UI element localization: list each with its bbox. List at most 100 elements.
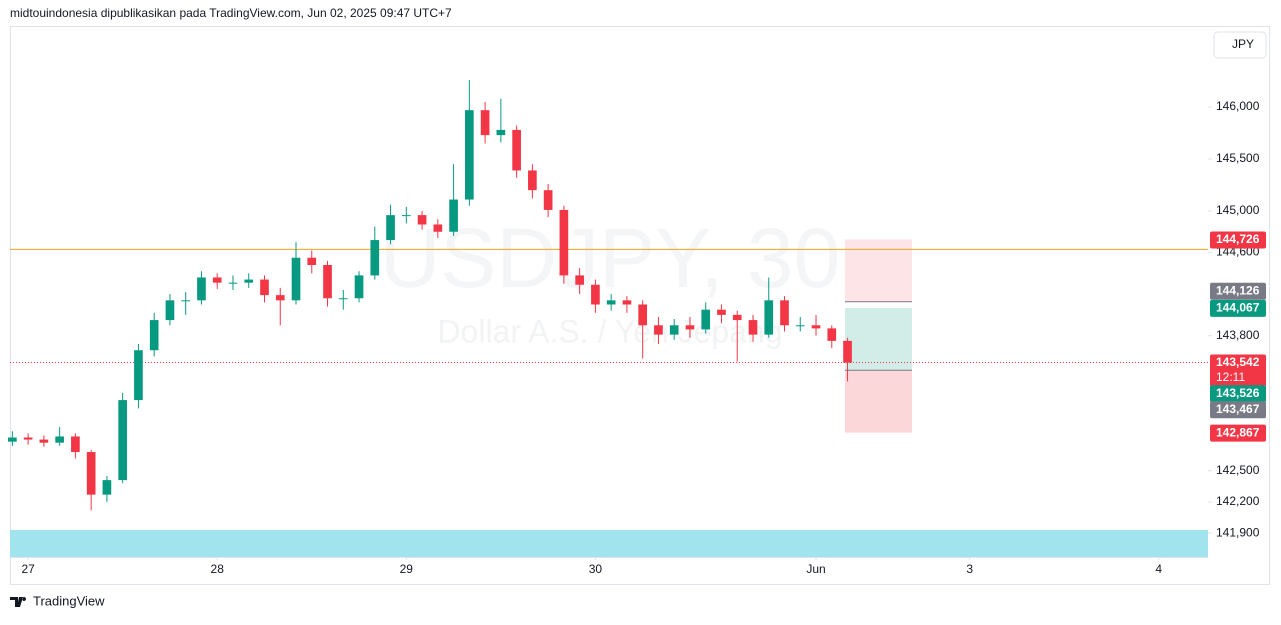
brand-name: TradingView [33,593,105,608]
candle-body [638,304,648,326]
price-tag [1210,401,1266,419]
candle-body [843,340,852,363]
candle-body [748,320,758,335]
price-tag [1210,282,1266,300]
candle-body [591,284,600,305]
y-tick-label: 142,200 [1216,494,1260,508]
candle-body [386,215,395,241]
x-tick-label: 28 [211,562,225,576]
candle-body [764,300,774,335]
candle-body [496,129,506,136]
candle-body [401,215,411,217]
candle-body [354,275,364,299]
candle-body [244,279,254,283]
header: midtouindonesia dipublikasikan pada Trad… [10,6,452,20]
candle-body [543,190,553,210]
price-tag-label: 142,867 [1216,425,1260,439]
candle-body [197,277,206,301]
price-tag-label: 143,467 [1216,402,1260,416]
watermark-title: USDJPY, 30 [380,211,841,305]
position-zone [845,239,912,302]
candle-body [528,170,537,191]
candle-body [433,224,443,232]
price-tag-label: 144,126 [1216,283,1260,297]
countdown-tag [1210,370,1266,386]
candle-body [86,452,96,495]
price-axis: 146,000145,500145,000144,600143,800142,5… [1208,99,1266,539]
candle-body [71,436,80,453]
candle-body [8,437,17,442]
y-tick-label: 145,500 [1216,151,1260,165]
chart-frame [10,26,1270,585]
candle-body [181,300,191,302]
candle-body [701,309,711,330]
candle-body [370,240,380,276]
price-tag [1210,385,1266,403]
candle-body [606,300,616,305]
candle-body [291,257,301,301]
candle-body [134,350,143,401]
y-tick-label: 141,900 [1216,525,1260,539]
y-tick-label: 146,000 [1216,99,1260,113]
y-tick-label: 142,500 [1216,463,1260,477]
candle-body [827,328,837,341]
y-tick-label: 143,800 [1216,328,1260,342]
price-tag [1210,299,1266,317]
candle-body [417,215,427,225]
candle-body [669,325,679,335]
brand-icon [10,597,27,607]
x-tick-label: 3 [966,562,973,576]
candle-body [55,436,64,443]
candle-body [212,277,222,283]
price-tag-label: 143,542 [1216,355,1260,369]
x-tick-label: 27 [21,562,35,576]
currency-button[interactable] [1213,31,1267,59]
candle-body [102,480,112,495]
currency-label: JPY [1232,37,1254,51]
price-tag-label: 144,726 [1216,232,1260,246]
candle-body [512,129,521,171]
countdown-label: 12:11 [1216,370,1245,384]
candle-body [165,300,175,321]
x-tick-label: Jun [806,562,825,576]
plot [8,80,1208,511]
x-tick-label: 29 [400,562,414,576]
candle-body [811,325,821,329]
y-tick-label: 145,000 [1216,203,1260,217]
candle-body [685,325,695,330]
candle-body [39,439,49,443]
candle-body [228,282,238,284]
candle-body [465,110,474,200]
brand-logo: TradingView [10,593,105,608]
candle-body [559,209,569,276]
candle-body [260,279,269,296]
highlight-zone [10,530,1208,557]
price-tag-label: 144,067 [1216,301,1260,315]
candle-body [780,300,789,326]
candle-body [449,199,458,232]
price-tag [1210,354,1266,372]
candle-body [23,437,33,440]
candle-body [149,320,159,351]
candle-body [338,298,348,300]
candle-body [575,275,584,285]
candle-body [622,300,632,305]
candle-body [307,257,317,266]
candle-body [323,265,332,299]
candle-body [732,314,742,321]
candle-body [118,400,128,481]
candle-body [717,309,726,315]
candle-body [480,110,490,136]
candle-body [795,325,805,327]
candle-body [654,325,663,335]
candle-body [275,295,285,301]
watermark-subtitle: Dollar A.S. / Yen Jepang [437,313,782,349]
price-tag-label: 143,526 [1216,386,1260,400]
x-tick-label: 30 [589,562,603,576]
price-tag [1210,231,1266,249]
price-tag [1210,424,1266,442]
position-zone [845,370,912,433]
position-zone [845,307,912,371]
x-tick-label: 4 [1155,562,1162,576]
